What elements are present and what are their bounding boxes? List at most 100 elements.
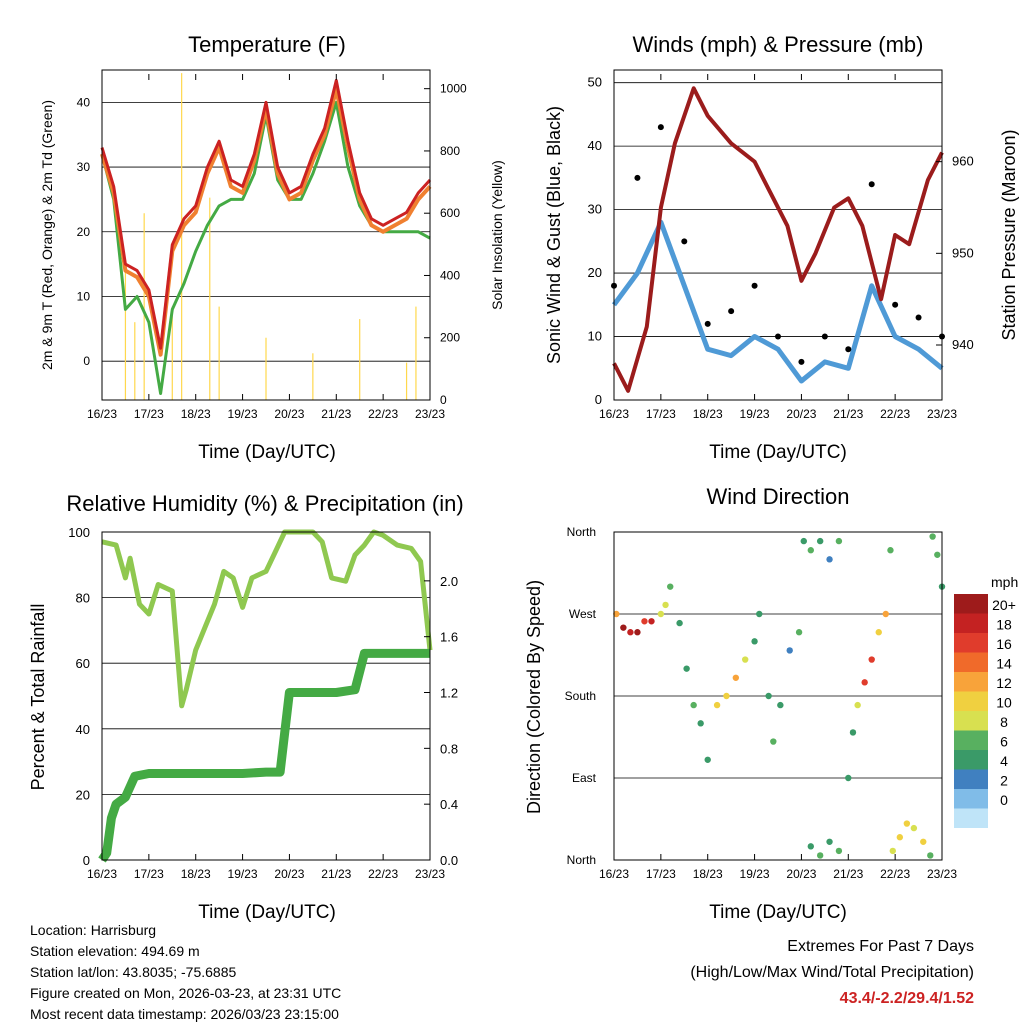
direction-ytick-label: North xyxy=(567,853,596,867)
temperature-title: Temperature (F) xyxy=(188,32,346,57)
humidity-xlabel: Time (Day/UTC) xyxy=(198,902,336,923)
direction-point xyxy=(887,547,894,554)
winds-ylabel-right: Station Pressure (Maroon) xyxy=(999,129,1019,340)
direction-point xyxy=(765,692,772,700)
humidity-ylabel-left: Percent & Total Rainfall xyxy=(28,604,48,791)
direction-point xyxy=(657,610,665,618)
direction-point xyxy=(896,834,904,841)
winds-ytick-label: 30 xyxy=(588,202,602,217)
temperature-xtick-label: 22/23 xyxy=(368,407,398,421)
station-info: Location: Harrisburg Station elevation: … xyxy=(30,920,341,1025)
legend-label: 0 xyxy=(1000,792,1008,808)
direction-point xyxy=(683,665,690,672)
humidity-right-tick-label: 1.2 xyxy=(440,686,458,701)
humidity-ytick-label: 100 xyxy=(68,525,90,540)
direction-point xyxy=(816,852,824,859)
humidity-ytick-label: 40 xyxy=(76,722,90,737)
direction-title: Wind Direction xyxy=(706,484,849,509)
temperature-xtick-label: 17/23 xyxy=(134,407,164,421)
direction-point xyxy=(868,656,875,663)
legend-label: 4 xyxy=(1000,753,1008,769)
direction-point xyxy=(697,720,704,727)
direction-ytick-label: South xyxy=(565,689,596,703)
direction-point xyxy=(889,847,896,855)
humidity-ytick-label: 80 xyxy=(76,591,90,606)
extremes-values: 43.4/-2.2/29.4/1.52 xyxy=(839,990,974,1007)
direction-point xyxy=(713,701,721,709)
humidity-xtick-label: 21/23 xyxy=(321,867,351,881)
direction-xtick-label: 18/23 xyxy=(693,867,723,881)
temperature-xtick-label: 20/23 xyxy=(274,407,304,421)
temperature-right-tick-label: 400 xyxy=(440,268,460,282)
gust-point xyxy=(868,181,875,188)
temperature-panel: Temperature (F) 0 10 20 30 40 0 200 400 600 800 1… xyxy=(39,32,505,463)
direction-point xyxy=(704,756,711,763)
direction-point xyxy=(690,701,697,709)
temperature-ytick-label: 20 xyxy=(77,225,91,239)
winds-ytick-label: 10 xyxy=(588,329,602,344)
direction-xtick-label: 16/23 xyxy=(599,867,629,881)
extremes-title: Extremes For Past 7 Days xyxy=(787,938,974,955)
t9m-line xyxy=(100,87,432,357)
humidity-right-tick-label: 2.0 xyxy=(440,574,458,589)
legend-swatch xyxy=(954,730,988,750)
humidity-panel: Relative Humidity (%) & Precipitation (i… xyxy=(28,491,464,923)
direction-point xyxy=(826,838,833,845)
direction-xtick-label: 21/23 xyxy=(833,867,863,881)
winds-right-tick-label: 960 xyxy=(952,154,974,169)
direction-point xyxy=(920,838,927,845)
gust-point xyxy=(704,320,711,327)
direction-point xyxy=(807,843,814,850)
temperature-plot-frame xyxy=(101,69,431,401)
humidity-plot-frame xyxy=(101,531,431,861)
temperature-ytick-label: 30 xyxy=(77,160,91,174)
direction-point xyxy=(845,774,852,782)
humidity-xtick-label: 23/23 xyxy=(415,867,445,881)
direction-ytick-label: West xyxy=(569,607,597,621)
gust-point xyxy=(821,333,828,340)
gust-point xyxy=(681,238,688,245)
direction-point xyxy=(770,738,777,745)
humidity-right-tick-label: 0.8 xyxy=(440,741,458,756)
direction-xtick-label: 20/23 xyxy=(786,867,816,881)
direction-point xyxy=(641,618,648,625)
gust-point xyxy=(915,314,922,321)
temperature-right-tick-label: 800 xyxy=(440,144,460,158)
legend-swatch xyxy=(954,711,988,731)
direction-point xyxy=(816,537,824,545)
legend-swatch xyxy=(954,750,988,770)
humidity-xtick-label: 17/23 xyxy=(134,867,164,881)
winds-ytick-label: 50 xyxy=(588,75,602,90)
temperature-ylabel-left: 2m & 9m T (Red, Orange) & 2m Td (Green) xyxy=(39,100,55,370)
legend-swatch xyxy=(954,808,988,828)
winds-title: Winds (mph) & Pressure (mb) xyxy=(633,32,924,57)
direction-xtick-label: 19/23 xyxy=(740,867,770,881)
gust-point xyxy=(728,308,735,315)
direction-xlabel: Time (Day/UTC) xyxy=(709,902,847,923)
direction-ytick-label: East xyxy=(572,771,597,785)
winds-xtick-label: 23/23 xyxy=(927,407,957,421)
direction-point xyxy=(835,537,843,545)
legend-label: 18 xyxy=(996,617,1012,633)
direction-point xyxy=(620,624,627,631)
temperature-right-tick-label: 1000 xyxy=(440,82,467,96)
temperature-xlabel: Time (Day/UTC) xyxy=(198,442,336,463)
temperature-ytick-label: 0 xyxy=(83,354,90,368)
direction-point xyxy=(723,692,730,700)
legend-swatch xyxy=(954,789,988,809)
gust-point xyxy=(775,333,781,340)
winds-ylabel-left: Sonic Wind & Gust (Blue, Black) xyxy=(544,106,564,364)
humidity-ytick-label: 60 xyxy=(76,656,90,671)
direction-xtick-label: 22/23 xyxy=(880,867,910,881)
legend-label: 6 xyxy=(1000,734,1008,750)
direction-point xyxy=(634,629,641,636)
legend-swatch xyxy=(954,594,988,614)
gust-point xyxy=(751,282,758,289)
info-timestamp: Most recent data timestamp: 2026/03/23 2… xyxy=(30,1006,339,1022)
info-location: Location: Harrisburg xyxy=(30,922,157,938)
direction-point xyxy=(861,679,868,686)
direction-ytick-label: North xyxy=(567,525,596,539)
temperature-ytick-label: 10 xyxy=(77,289,91,303)
humidity-xtick-label: 18/23 xyxy=(181,867,211,881)
